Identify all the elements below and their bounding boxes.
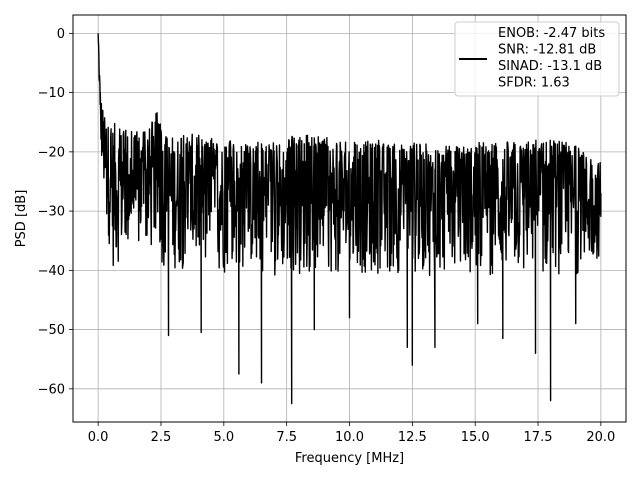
psd-trace bbox=[97, 33, 602, 405]
y-tick-label: −40 bbox=[38, 264, 65, 279]
legend-enob: ENOB: -2.47 bits bbox=[498, 26, 605, 41]
y-axis-label: PSD [dB] bbox=[14, 190, 29, 248]
y-tick-label: 0 bbox=[57, 27, 65, 42]
y-tick-label: −10 bbox=[38, 86, 65, 101]
legend-sinad: SINAD: -13.1 dB bbox=[498, 59, 602, 74]
x-tick-label: 10.0 bbox=[335, 430, 364, 445]
x-tick-label: 20.0 bbox=[586, 430, 615, 445]
y-tick-label: −30 bbox=[38, 205, 65, 220]
x-tick-label: 0.0 bbox=[88, 430, 109, 445]
x-tick-label: 12.5 bbox=[398, 430, 427, 445]
x-tick-label: 2.5 bbox=[151, 430, 172, 445]
legend-snr: SNR: -12.81 dB bbox=[498, 43, 596, 58]
legend-box bbox=[454, 21, 620, 97]
x-tick-label: 5.0 bbox=[213, 430, 234, 445]
y-tick-label: −20 bbox=[38, 145, 65, 160]
y-tick-label: −50 bbox=[38, 323, 65, 338]
legend-sfdr: SFDR: 1.63 bbox=[498, 76, 570, 91]
tick-marks: 0.0 2.5 5.0 7.5 10.0 12.5 15.0 17.5 20.0 0 −10 −20 −… bbox=[38, 27, 616, 445]
y-tick-label: −60 bbox=[38, 382, 65, 397]
x-tick-label: 15.0 bbox=[461, 430, 490, 445]
x-tick-label: 17.5 bbox=[524, 430, 553, 445]
x-tick-label: 7.5 bbox=[276, 430, 297, 445]
psd-series-line bbox=[97, 33, 602, 405]
legend: ENOB: -2.47 bits SNR: -12.81 dB SINAD: -… bbox=[454, 21, 620, 97]
x-axis-label: Frequency [MHz] bbox=[295, 451, 404, 466]
